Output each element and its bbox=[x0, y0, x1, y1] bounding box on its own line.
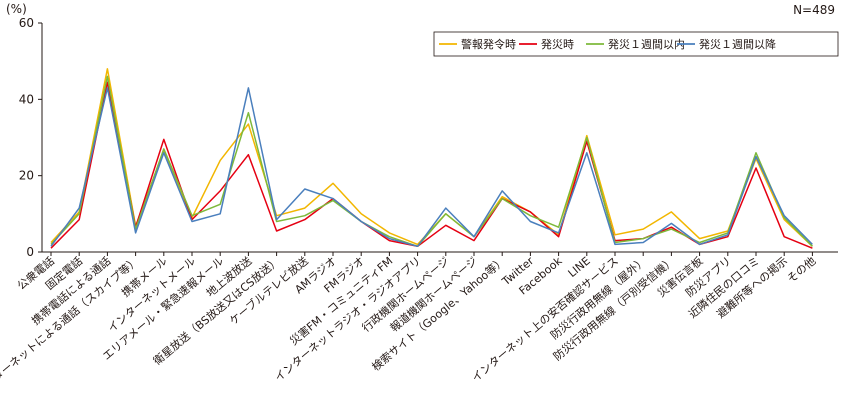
legend-label-3: 発災１週間以内 bbox=[608, 37, 685, 51]
y-axis-tick-label: 40 bbox=[19, 92, 34, 106]
legend-label-4: 発災１週間以降 bbox=[699, 37, 776, 51]
x-axis-tick-labels: 公衆電話固定電話携帯電話による通話インターネットによる通話（スカイプ等）携帯メー… bbox=[0, 254, 818, 399]
y-axis-unit-label: (%) bbox=[6, 2, 27, 16]
y-axis-tick-label: 60 bbox=[19, 16, 34, 30]
sample-size-label: N=489 bbox=[793, 3, 835, 17]
series-line-4 bbox=[50, 87, 813, 248]
series-line-2 bbox=[50, 81, 813, 249]
legend-label-1: 警報発令時 bbox=[461, 37, 516, 51]
chart-series-lines bbox=[50, 68, 813, 249]
chart-axes: 0 20 40 60 bbox=[19, 16, 838, 259]
y-axis-tick-label: 0 bbox=[26, 245, 34, 259]
series-line-3 bbox=[50, 75, 813, 248]
chart-legend: 警報発令時 発災時 発災１週間以内 発災１週間以降 bbox=[433, 31, 839, 57]
y-axis-tick-label: 20 bbox=[19, 169, 34, 183]
legend-label-2: 発災時 bbox=[541, 37, 574, 51]
x-axis-tick-label: その他 bbox=[785, 254, 819, 285]
legend-box bbox=[433, 31, 839, 57]
